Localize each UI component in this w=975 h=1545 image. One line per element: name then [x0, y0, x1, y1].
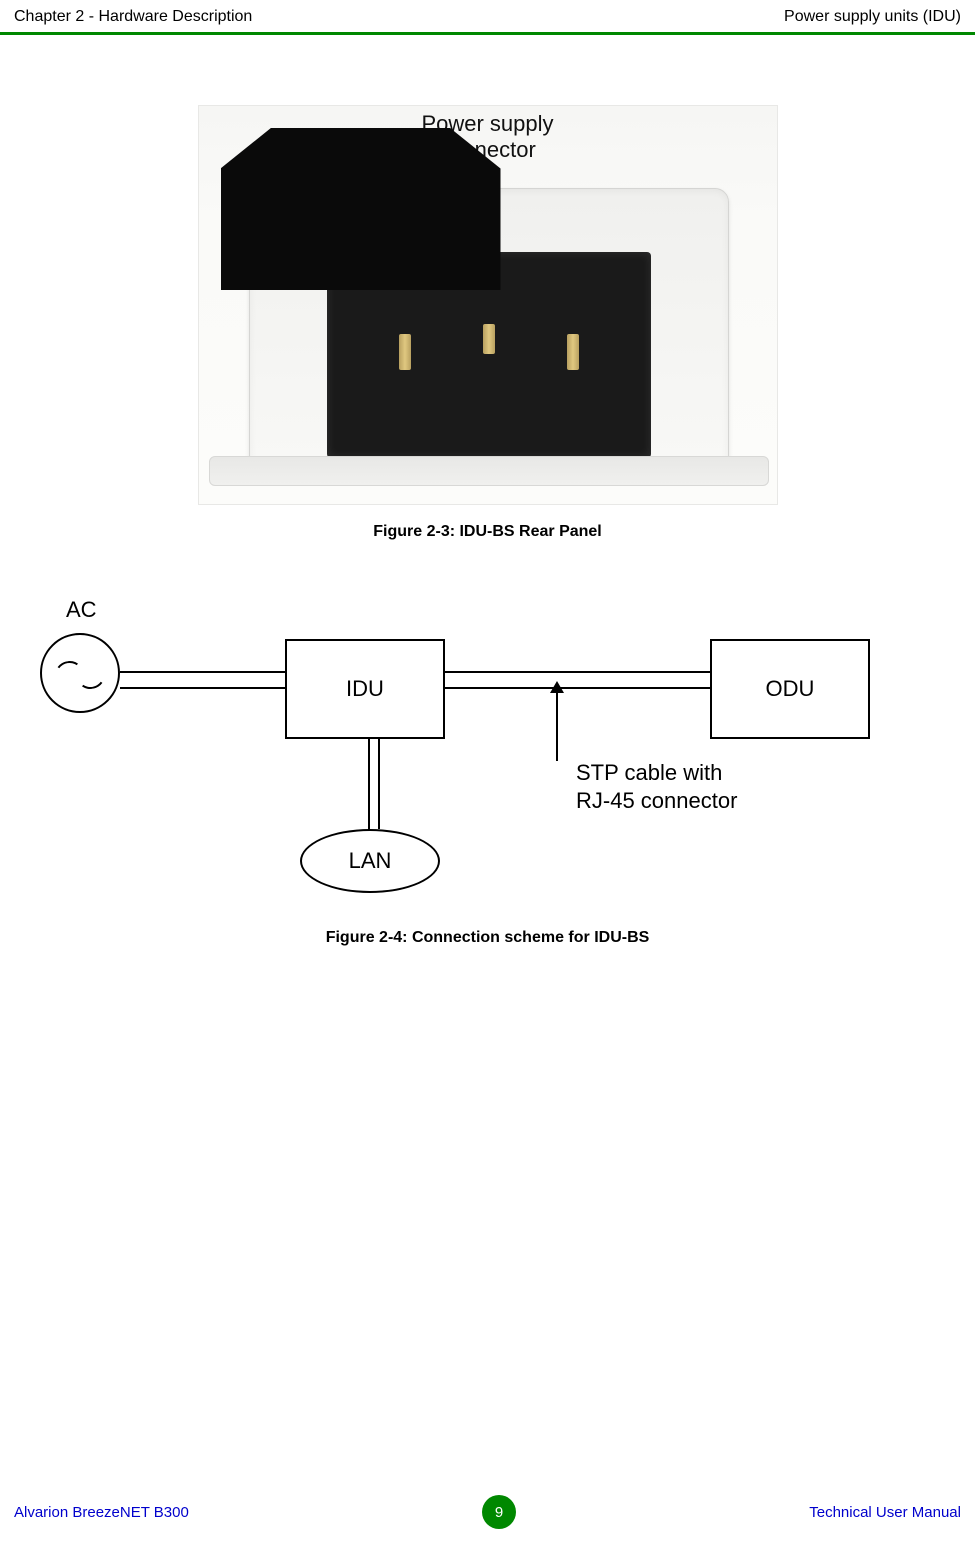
- diagram-idu-label: IDU: [346, 676, 384, 702]
- diagram-wire: [368, 739, 370, 831]
- page-footer: Alvarion BreezeNET B300 9 Technical User…: [0, 1495, 975, 1529]
- footer-product-name: Alvarion BreezeNET B300: [14, 1504, 189, 1521]
- diagram-odu-box: ODU: [710, 639, 870, 739]
- power-connector-socket: [221, 128, 501, 290]
- diagram-stp-label: STP cable with RJ-45 connector: [576, 759, 737, 814]
- page-header: Chapter 2 - Hardware Description Power s…: [0, 0, 975, 35]
- diagram-wire: [120, 687, 285, 689]
- figure-1-caption: Figure 2-3: IDU-BS Rear Panel: [20, 523, 955, 541]
- figure-connection-scheme: AC IDU LAN STP cable with RJ-45 connecto…: [20, 591, 955, 911]
- diagram-ac-source-icon: [40, 633, 120, 713]
- diagram-wire: [445, 671, 710, 673]
- diagram-lan-label: LAN: [349, 848, 392, 874]
- psu-base-plate: [209, 456, 769, 486]
- stp-label-line2: RJ-45 connector: [576, 787, 737, 815]
- sine-wave-icon: [55, 661, 105, 685]
- figure-idu-rear-panel: Power supply connector: [198, 105, 778, 505]
- footer-manual-title: Technical User Manual: [809, 1504, 961, 1521]
- connector-pin: [567, 334, 579, 370]
- diagram-odu-label: ODU: [766, 676, 815, 702]
- stp-label-line1: STP cable with: [576, 759, 737, 787]
- diagram-wire: [378, 739, 380, 829]
- page-content: Power supply connector Figure 2-3: IDU-B…: [0, 35, 975, 947]
- connector-pin: [483, 324, 495, 354]
- diagram-wire: [445, 687, 710, 689]
- diagram-wire: [120, 671, 285, 673]
- arrow-up-icon: [556, 691, 558, 761]
- connector-pin: [399, 334, 411, 370]
- psu-photo: Power supply connector: [198, 105, 778, 505]
- diagram-idu-box: IDU: [285, 639, 445, 739]
- figure-2-caption: Figure 2-4: Connection scheme for IDU-BS: [20, 929, 955, 947]
- diagram-lan-ellipse: LAN: [300, 829, 440, 893]
- footer-page-number: 9: [482, 1495, 516, 1529]
- header-chapter: Chapter 2 - Hardware Description: [14, 8, 252, 26]
- diagram-ac-label: AC: [66, 597, 97, 623]
- header-section: Power supply units (IDU): [784, 8, 961, 26]
